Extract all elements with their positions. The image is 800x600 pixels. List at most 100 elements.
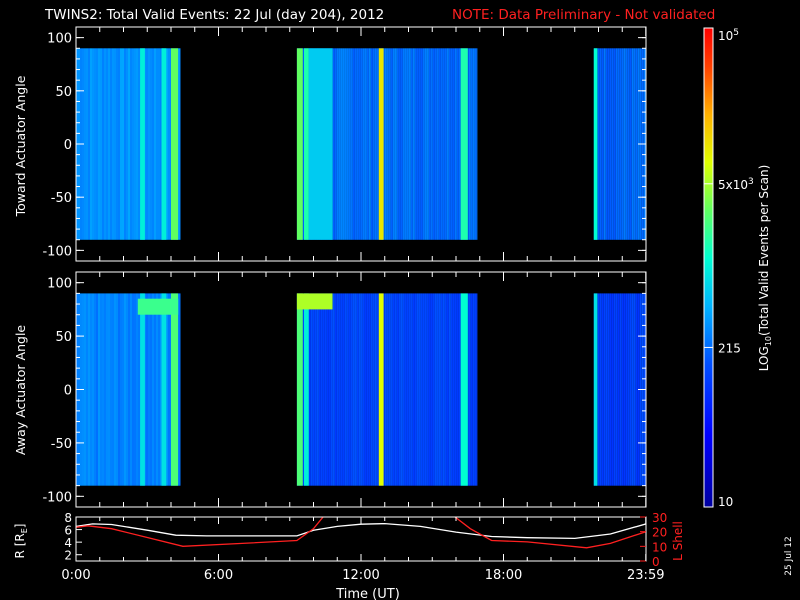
heat-column xyxy=(308,293,311,486)
heat-column xyxy=(364,48,367,240)
l-shell-line-1 xyxy=(76,517,324,547)
heat-column xyxy=(168,48,170,240)
heat-column xyxy=(366,48,369,240)
heat-column xyxy=(476,48,478,240)
heat-column xyxy=(444,48,447,240)
heat-column xyxy=(136,48,138,240)
colorbar-gradient xyxy=(704,28,713,507)
y-tick-label: -100 xyxy=(42,244,72,259)
heat-column xyxy=(442,48,445,240)
heat-column xyxy=(354,293,357,486)
heat-column xyxy=(100,293,102,486)
heat-column xyxy=(354,48,357,240)
heat-column xyxy=(603,48,606,240)
x-tick-label: 12:00 xyxy=(342,568,379,583)
heat-column xyxy=(410,48,413,240)
heat-column xyxy=(633,293,636,486)
heat-column xyxy=(448,293,451,486)
heat-column xyxy=(302,48,305,240)
heat-column xyxy=(394,48,397,240)
heat-column xyxy=(384,48,387,240)
heat-column xyxy=(110,293,112,486)
heat-column xyxy=(416,293,419,486)
heat-column xyxy=(88,293,90,486)
heat-column xyxy=(424,293,427,486)
colorbar-tick-label: 10 xyxy=(718,495,733,509)
heat-column xyxy=(468,293,471,486)
heat-column xyxy=(114,48,116,240)
heat-column xyxy=(430,48,433,240)
heat-column xyxy=(372,48,375,240)
heat-column xyxy=(112,48,114,240)
heat-column xyxy=(605,293,608,486)
y-tick-label: 2 xyxy=(64,549,72,563)
heat-column xyxy=(390,48,393,240)
heat-column xyxy=(332,293,335,486)
y-tick-label: 0 xyxy=(64,384,72,399)
y-tick-label: 50 xyxy=(55,330,72,345)
heat-column xyxy=(122,293,124,486)
heat-column xyxy=(607,293,610,486)
heat-column xyxy=(96,48,98,240)
heat-column xyxy=(418,293,421,486)
heat-column xyxy=(438,293,441,486)
y-tick-label: 50 xyxy=(55,85,72,100)
heat-column xyxy=(118,48,120,240)
heat-column xyxy=(623,48,626,240)
heat-column xyxy=(607,48,610,240)
heat-column xyxy=(344,293,347,486)
heat-column xyxy=(124,48,126,240)
heat-column xyxy=(138,48,140,240)
bright-stripe xyxy=(304,293,309,486)
heat-column xyxy=(468,48,471,240)
y-tick-label: 0 xyxy=(64,138,72,153)
heat-column xyxy=(338,48,341,240)
heat-column xyxy=(623,293,626,486)
heat-column xyxy=(362,293,365,486)
heat-column xyxy=(134,48,136,240)
heat-column xyxy=(128,293,130,486)
heat-column xyxy=(346,293,349,486)
bright-stripe xyxy=(171,48,179,240)
heat-column xyxy=(440,293,443,486)
heat-column xyxy=(472,293,475,486)
heat-column xyxy=(374,48,377,240)
heat-column xyxy=(456,48,459,240)
heat-column xyxy=(629,48,632,240)
heat-column xyxy=(342,293,345,486)
heat-column xyxy=(442,293,445,486)
heat-column xyxy=(356,293,359,486)
heat-column xyxy=(130,293,132,486)
y-tick-label: -100 xyxy=(42,490,72,505)
heat-column xyxy=(178,48,180,240)
y-tick-label-right: 30 xyxy=(652,511,667,525)
heat-column xyxy=(350,48,353,240)
heat-column xyxy=(392,293,395,486)
heat-column xyxy=(344,48,347,240)
heat-column xyxy=(178,293,180,486)
heat-column xyxy=(627,293,630,486)
heat-column xyxy=(470,293,473,486)
heat-column xyxy=(98,293,100,486)
heat-column xyxy=(144,48,146,240)
heat-column xyxy=(396,293,399,486)
heat-column xyxy=(166,293,168,486)
heat-column xyxy=(597,48,600,240)
heat-column xyxy=(358,293,361,486)
heat-column xyxy=(384,293,387,486)
colorbar-tick-label: 5x103 xyxy=(718,177,754,192)
heat-column xyxy=(408,48,411,240)
middle-ylabel: Away Actuator Angle xyxy=(13,325,28,456)
heat-column xyxy=(432,293,435,486)
heat-column xyxy=(603,293,606,486)
heat-column xyxy=(625,293,628,486)
heat-column xyxy=(120,293,122,486)
heat-column xyxy=(302,293,305,486)
heat-column xyxy=(426,48,429,240)
toward-angle-panel: -100 -50 0 50 100 xyxy=(42,26,647,262)
heat-column xyxy=(352,293,355,486)
heat-column xyxy=(394,293,397,486)
heat-column xyxy=(134,293,136,486)
heat-column xyxy=(342,48,345,240)
heat-column xyxy=(316,293,319,486)
